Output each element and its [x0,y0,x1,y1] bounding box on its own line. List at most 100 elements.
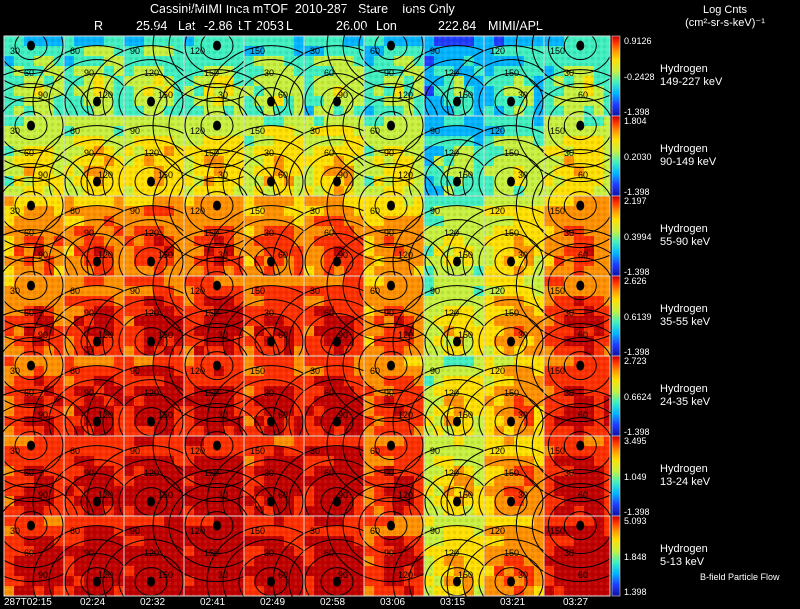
image-panel: 150 30 60 [206,515,336,609]
colorbar-tick-label: 3.495 [624,436,647,446]
contour-label: 60 [324,308,334,318]
contour-label: 60 [324,468,334,478]
contour-label: 90 [430,446,440,456]
contour-label: 30 [518,90,528,100]
saturn-marker [27,360,35,371]
contour-label: 120 [444,148,459,158]
contour-label: 90 [384,308,394,318]
colorbar [611,435,621,517]
contour-label: 90 [130,366,140,376]
row-species: Hydrogen [660,143,708,155]
contour-line [563,511,597,541]
contour-line [358,257,424,315]
contour-label: 30 [310,206,320,216]
contour-line [563,31,597,61]
contour-line [14,191,48,221]
row-label: Hydrogen 35-55 keV [660,303,710,329]
row-energy: 5-13 keV [660,556,705,568]
contour-label: 60 [578,170,588,180]
contour-label: 90 [38,90,48,100]
saturn-marker [453,576,461,587]
saturn-marker [453,496,461,507]
contour-label: 30 [218,330,228,340]
row-label: Hydrogen 24-35 keV [660,383,710,409]
contour-label: 120 [490,526,505,536]
contour-label: 60 [324,148,334,158]
image-panel: 30 60 90 [0,229,96,357]
header-lon-value: 26.00 [336,19,368,33]
colorbar [611,275,621,357]
header-l-label: L [286,19,293,33]
colorbar-tick-label: -1.398 [624,107,650,117]
colorbar-tick-label: -0.2428 [624,72,655,82]
contour-line [515,389,645,503]
panel-texture [4,276,64,356]
contour-label: 150 [158,570,173,580]
contour-line [374,31,408,61]
saturn-marker [213,120,221,131]
contour-label: 150 [158,330,173,340]
contour-line [0,417,64,475]
saturn-marker [267,96,275,107]
contour-line [374,271,408,301]
contour-label: 60 [24,148,34,158]
contour-line [563,111,597,141]
saturn-marker [147,176,155,187]
time-tick-label: 03:21 [500,597,526,608]
contour-label: 120 [490,126,505,136]
contour-label: 60 [278,170,288,180]
contour-label: 60 [578,90,588,100]
contour-label: 120 [98,570,113,580]
colorbar-tick-label: 2.626 [624,276,647,286]
contour-label: 90 [84,388,94,398]
contour-label: 30 [218,250,228,260]
row-label: Hydrogen 5-13 keV [660,543,708,569]
contour-label: 60 [370,46,380,56]
row-label: Hydrogen 90-149 keV [660,143,716,169]
saturn-marker [213,360,221,371]
row-energy: 55-90 keV [660,236,711,248]
contour-line [374,111,408,141]
contour-label: 150 [204,68,219,78]
time-tick-label: 02:41 [200,597,226,608]
row-energy: 13-24 keV [660,476,711,488]
colorbar [611,515,621,597]
contour-label: 60 [278,250,288,260]
contour-label: 150 [158,170,173,180]
colorbar-tick-label: 1.398 [624,587,647,597]
contour-label: 60 [70,46,80,56]
contour-label: 30 [518,490,528,500]
contour-label: 90 [130,126,140,136]
saturn-marker [147,496,155,507]
image-panel: 30 60 90 [272,275,402,399]
contour-line [200,31,234,61]
colorbar-tick-label: 0.2030 [624,152,652,162]
image-panel: 120 150 30 [152,229,282,357]
row-species: Hydrogen [660,383,708,395]
contour-label: 120 [98,330,113,340]
saturn-marker [27,120,35,131]
image-panel: 30 60 90 [0,469,96,597]
contour-label: 30 [310,46,320,56]
saturn-marker [147,256,155,267]
contour-label: 150 [250,286,265,296]
saturn-marker [453,176,461,187]
image-panel: 150 30 60 [515,149,645,277]
contour-line [200,191,234,221]
panel-texture [4,196,64,276]
contour-label: 60 [324,388,334,398]
contour-label: 90 [38,330,48,340]
contour-label: 30 [564,388,574,398]
colorbar-units-label: Log Cnts (cm²-sr-s-keV)⁻¹ [650,4,800,30]
contour-label: 60 [278,410,288,420]
contour-label: 150 [250,126,265,136]
contour-line [531,163,629,249]
contour-line [358,497,424,555]
saturn-marker [507,336,515,347]
colorbar-tick-label: 1.848 [624,552,647,562]
contour-label: 30 [564,308,574,318]
saturn-marker [576,520,585,531]
contour-label: 90 [130,446,140,456]
contour-label: 30 [10,446,20,456]
contour-label: 30 [264,468,274,478]
